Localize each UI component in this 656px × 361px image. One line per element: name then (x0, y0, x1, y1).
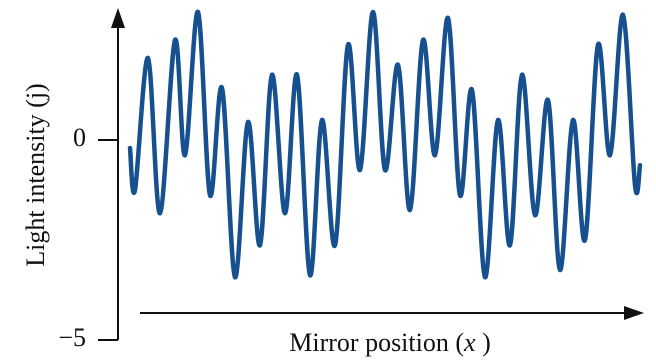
x-axis-label: Mirror position (x ) (289, 328, 490, 357)
y-tick-label: 0 (73, 123, 86, 152)
x-label-var: x (463, 328, 476, 357)
y-tick-label: −5 (58, 323, 86, 352)
y-arrowhead (111, 8, 125, 28)
y-axis-label: Light intensity (j) (21, 83, 50, 266)
x-label-part: Mirror position ( (289, 328, 464, 357)
x-arrowhead (624, 306, 644, 320)
signal-line (127, 9, 643, 280)
x-label-part: ) (476, 328, 491, 357)
